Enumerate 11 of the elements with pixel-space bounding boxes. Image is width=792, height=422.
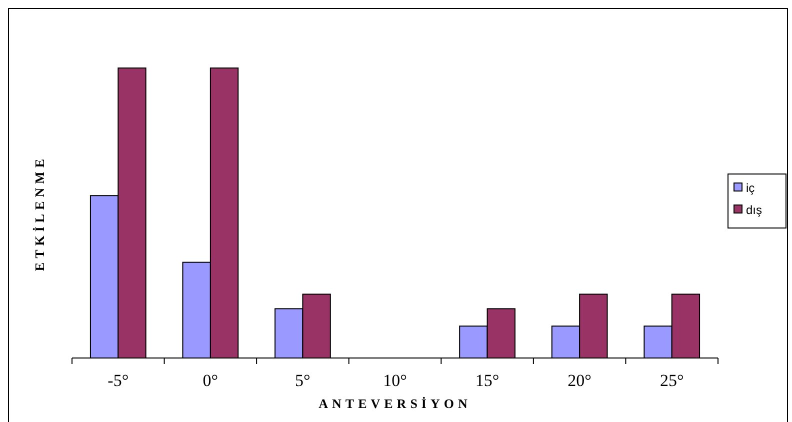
x-tick-label: 20° <box>568 371 592 390</box>
x-tick-label: 0° <box>202 371 218 390</box>
legend-label: iç <box>746 181 755 195</box>
x-axis-title: ANTEVERSİYON <box>318 396 472 411</box>
x-tick-label: 15° <box>475 371 500 390</box>
x-tick-label: 10° <box>383 371 407 390</box>
legend-label: dış <box>746 203 762 217</box>
x-tick-label: -5° <box>108 371 129 390</box>
y-axis-title: ETKİLENME <box>32 154 47 272</box>
x-tick-label: 25° <box>660 371 684 390</box>
x-tick-label: 5° <box>295 371 310 390</box>
